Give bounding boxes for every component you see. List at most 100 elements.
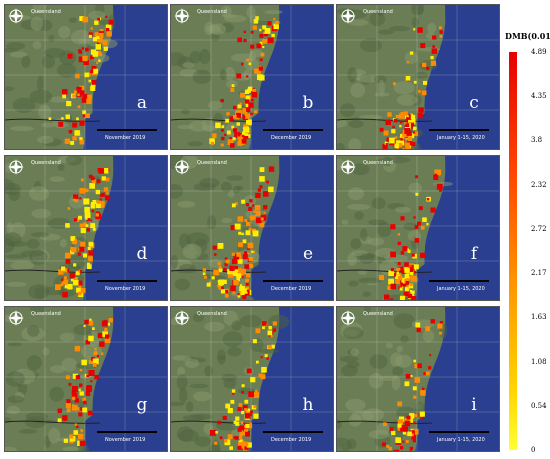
fire-pixel xyxy=(241,232,244,236)
fire-pixel xyxy=(98,168,104,174)
fire-pixel xyxy=(271,344,275,349)
fire-pixel xyxy=(83,198,90,205)
fire-pixel xyxy=(411,435,416,440)
fire-pixel xyxy=(253,413,259,419)
fire-pixel xyxy=(74,398,79,403)
terrain-patch xyxy=(49,176,65,183)
terrain-patch xyxy=(385,342,393,349)
fire-pixel xyxy=(394,136,398,139)
map-image xyxy=(5,307,167,451)
fire-pixel xyxy=(246,134,251,138)
fire-pixel xyxy=(404,278,409,284)
fire-pixel xyxy=(221,125,225,129)
fire-pixel xyxy=(246,119,252,126)
terrain-patch xyxy=(367,237,385,246)
fire-pixel xyxy=(400,111,404,115)
fire-pixel xyxy=(74,90,77,94)
fire-pixel xyxy=(264,354,268,358)
terrain-patch xyxy=(220,69,227,81)
fire-pixel xyxy=(73,280,79,286)
fire-pixel xyxy=(261,367,267,373)
fire-pixel xyxy=(237,407,242,412)
fire-pixel xyxy=(246,107,251,112)
terrain-patch xyxy=(411,17,419,28)
terrain-patch xyxy=(363,307,372,314)
fire-pixel xyxy=(436,183,443,190)
fire-pixel xyxy=(264,28,271,34)
terrain-patch xyxy=(199,49,211,65)
fire-pixel xyxy=(412,428,419,435)
fire-pixel xyxy=(103,187,109,192)
fire-pixel xyxy=(239,286,244,292)
fire-pixel xyxy=(412,270,416,274)
terrain-patch xyxy=(388,156,411,164)
fire-pixel xyxy=(402,431,407,435)
fire-pixel xyxy=(410,275,417,282)
fire-pixel xyxy=(426,66,430,70)
fire-pixel xyxy=(103,46,108,51)
panel-letter: d xyxy=(136,244,148,264)
fire-pixel xyxy=(94,347,97,351)
fire-pixel xyxy=(400,251,405,255)
fire-pixel xyxy=(248,102,254,108)
region-label: Queensland xyxy=(363,311,393,317)
fire-pixel xyxy=(204,275,207,279)
fire-pixel xyxy=(250,377,256,383)
fire-pixel xyxy=(218,279,224,285)
map-panel-a: Queensland November 2019 a xyxy=(4,4,168,150)
terrain-patch xyxy=(79,38,87,44)
fire-pixel xyxy=(431,48,438,54)
period-label: December 2019 xyxy=(271,135,312,141)
fire-pixel xyxy=(73,263,77,267)
terrain-patch xyxy=(190,413,213,420)
fire-pixel xyxy=(414,225,419,229)
terrain-patch xyxy=(21,55,31,68)
legend-tick-label: 1.08 xyxy=(531,357,547,366)
region-label: Queensland xyxy=(363,160,393,166)
fire-pixel xyxy=(430,319,435,324)
fire-pixel xyxy=(85,113,90,119)
fire-pixel xyxy=(237,269,244,276)
fire-pixel xyxy=(246,203,250,207)
fire-pixel xyxy=(407,417,414,423)
fire-pixel xyxy=(224,293,229,298)
terrain-patch xyxy=(81,343,102,359)
fire-pixel xyxy=(250,44,255,49)
fire-pixel xyxy=(417,363,422,369)
fire-pixel xyxy=(388,137,395,144)
terrain-patch xyxy=(220,181,232,193)
fire-pixel xyxy=(74,423,77,426)
terrain-patch xyxy=(369,11,385,27)
fire-pixel xyxy=(209,281,212,284)
fire-pixel xyxy=(412,386,417,391)
fire-pixel xyxy=(421,226,425,230)
fire-pixel xyxy=(401,277,407,283)
terrain-patch xyxy=(227,191,235,198)
fire-pixel xyxy=(244,408,248,412)
fire-pixel xyxy=(382,442,386,447)
terrain-patch xyxy=(192,69,212,84)
fire-pixel xyxy=(395,274,400,280)
fire-pixel xyxy=(96,42,100,45)
fire-pixel xyxy=(250,98,254,102)
fire-pixel xyxy=(237,110,243,115)
fire-pixel xyxy=(233,128,238,133)
fire-pixel xyxy=(430,207,436,213)
fire-pixel xyxy=(262,321,267,326)
fire-pixel xyxy=(439,188,442,192)
terrain-patch xyxy=(341,219,349,225)
terrain-patch xyxy=(57,63,77,78)
fire-pixel xyxy=(259,75,265,81)
fire-pixel xyxy=(210,141,215,146)
fire-pixel xyxy=(238,139,242,144)
fire-pixel xyxy=(241,199,246,204)
fire-pixel xyxy=(245,230,251,236)
fire-pixel xyxy=(77,105,81,109)
fire-pixel xyxy=(96,200,101,204)
fire-pixel xyxy=(400,137,403,140)
fire-pixel xyxy=(417,221,421,226)
fire-pixel xyxy=(412,438,416,443)
fire-pixel xyxy=(90,219,93,222)
fire-pixel xyxy=(255,328,261,334)
panel-letter: h xyxy=(302,395,314,415)
